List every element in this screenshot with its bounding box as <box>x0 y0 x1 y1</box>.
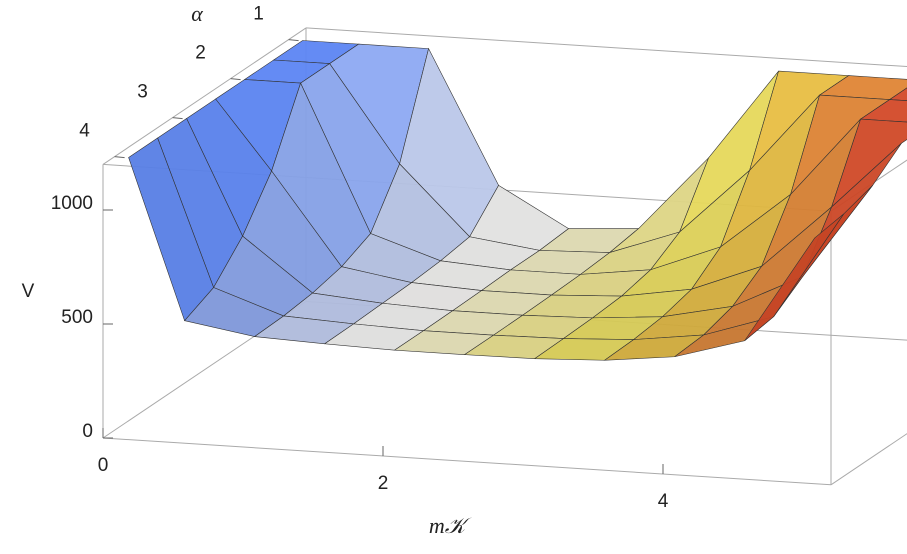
y-tick-label: 2 <box>195 43 206 64</box>
x-tick-label: 4 <box>658 491 669 512</box>
z-axis-label: V <box>22 281 35 302</box>
box-edge <box>102 27 307 165</box>
z-tick-label: 0 <box>82 421 93 442</box>
x-tick-label: 0 <box>98 455 109 476</box>
y-tick <box>230 78 241 81</box>
surface-patch <box>859 99 907 123</box>
y-tick-label: 4 <box>79 121 90 142</box>
x-axis-label: m𝒦 <box>429 513 472 538</box>
z-tick-label: 500 <box>61 307 93 328</box>
surface <box>128 40 907 361</box>
surface-patch <box>888 87 907 102</box>
x-tick-label: 2 <box>378 473 389 494</box>
z-tick-label: 1000 <box>51 193 93 214</box>
box-edge <box>102 437 832 486</box>
y-tick-label: 3 <box>137 82 148 103</box>
y-axis-label: α <box>191 1 203 26</box>
y-tick <box>114 156 125 159</box>
surface-patch <box>744 213 844 341</box>
labels: α V m𝒦 0 2 4 1 2 3 4 0 500 1000 <box>22 1 669 538</box>
y-tick <box>288 39 299 42</box>
box-edge <box>305 27 907 68</box>
y-tick <box>172 117 183 120</box>
box-edge <box>830 433 907 486</box>
y-tick-label: 1 <box>253 4 264 25</box>
